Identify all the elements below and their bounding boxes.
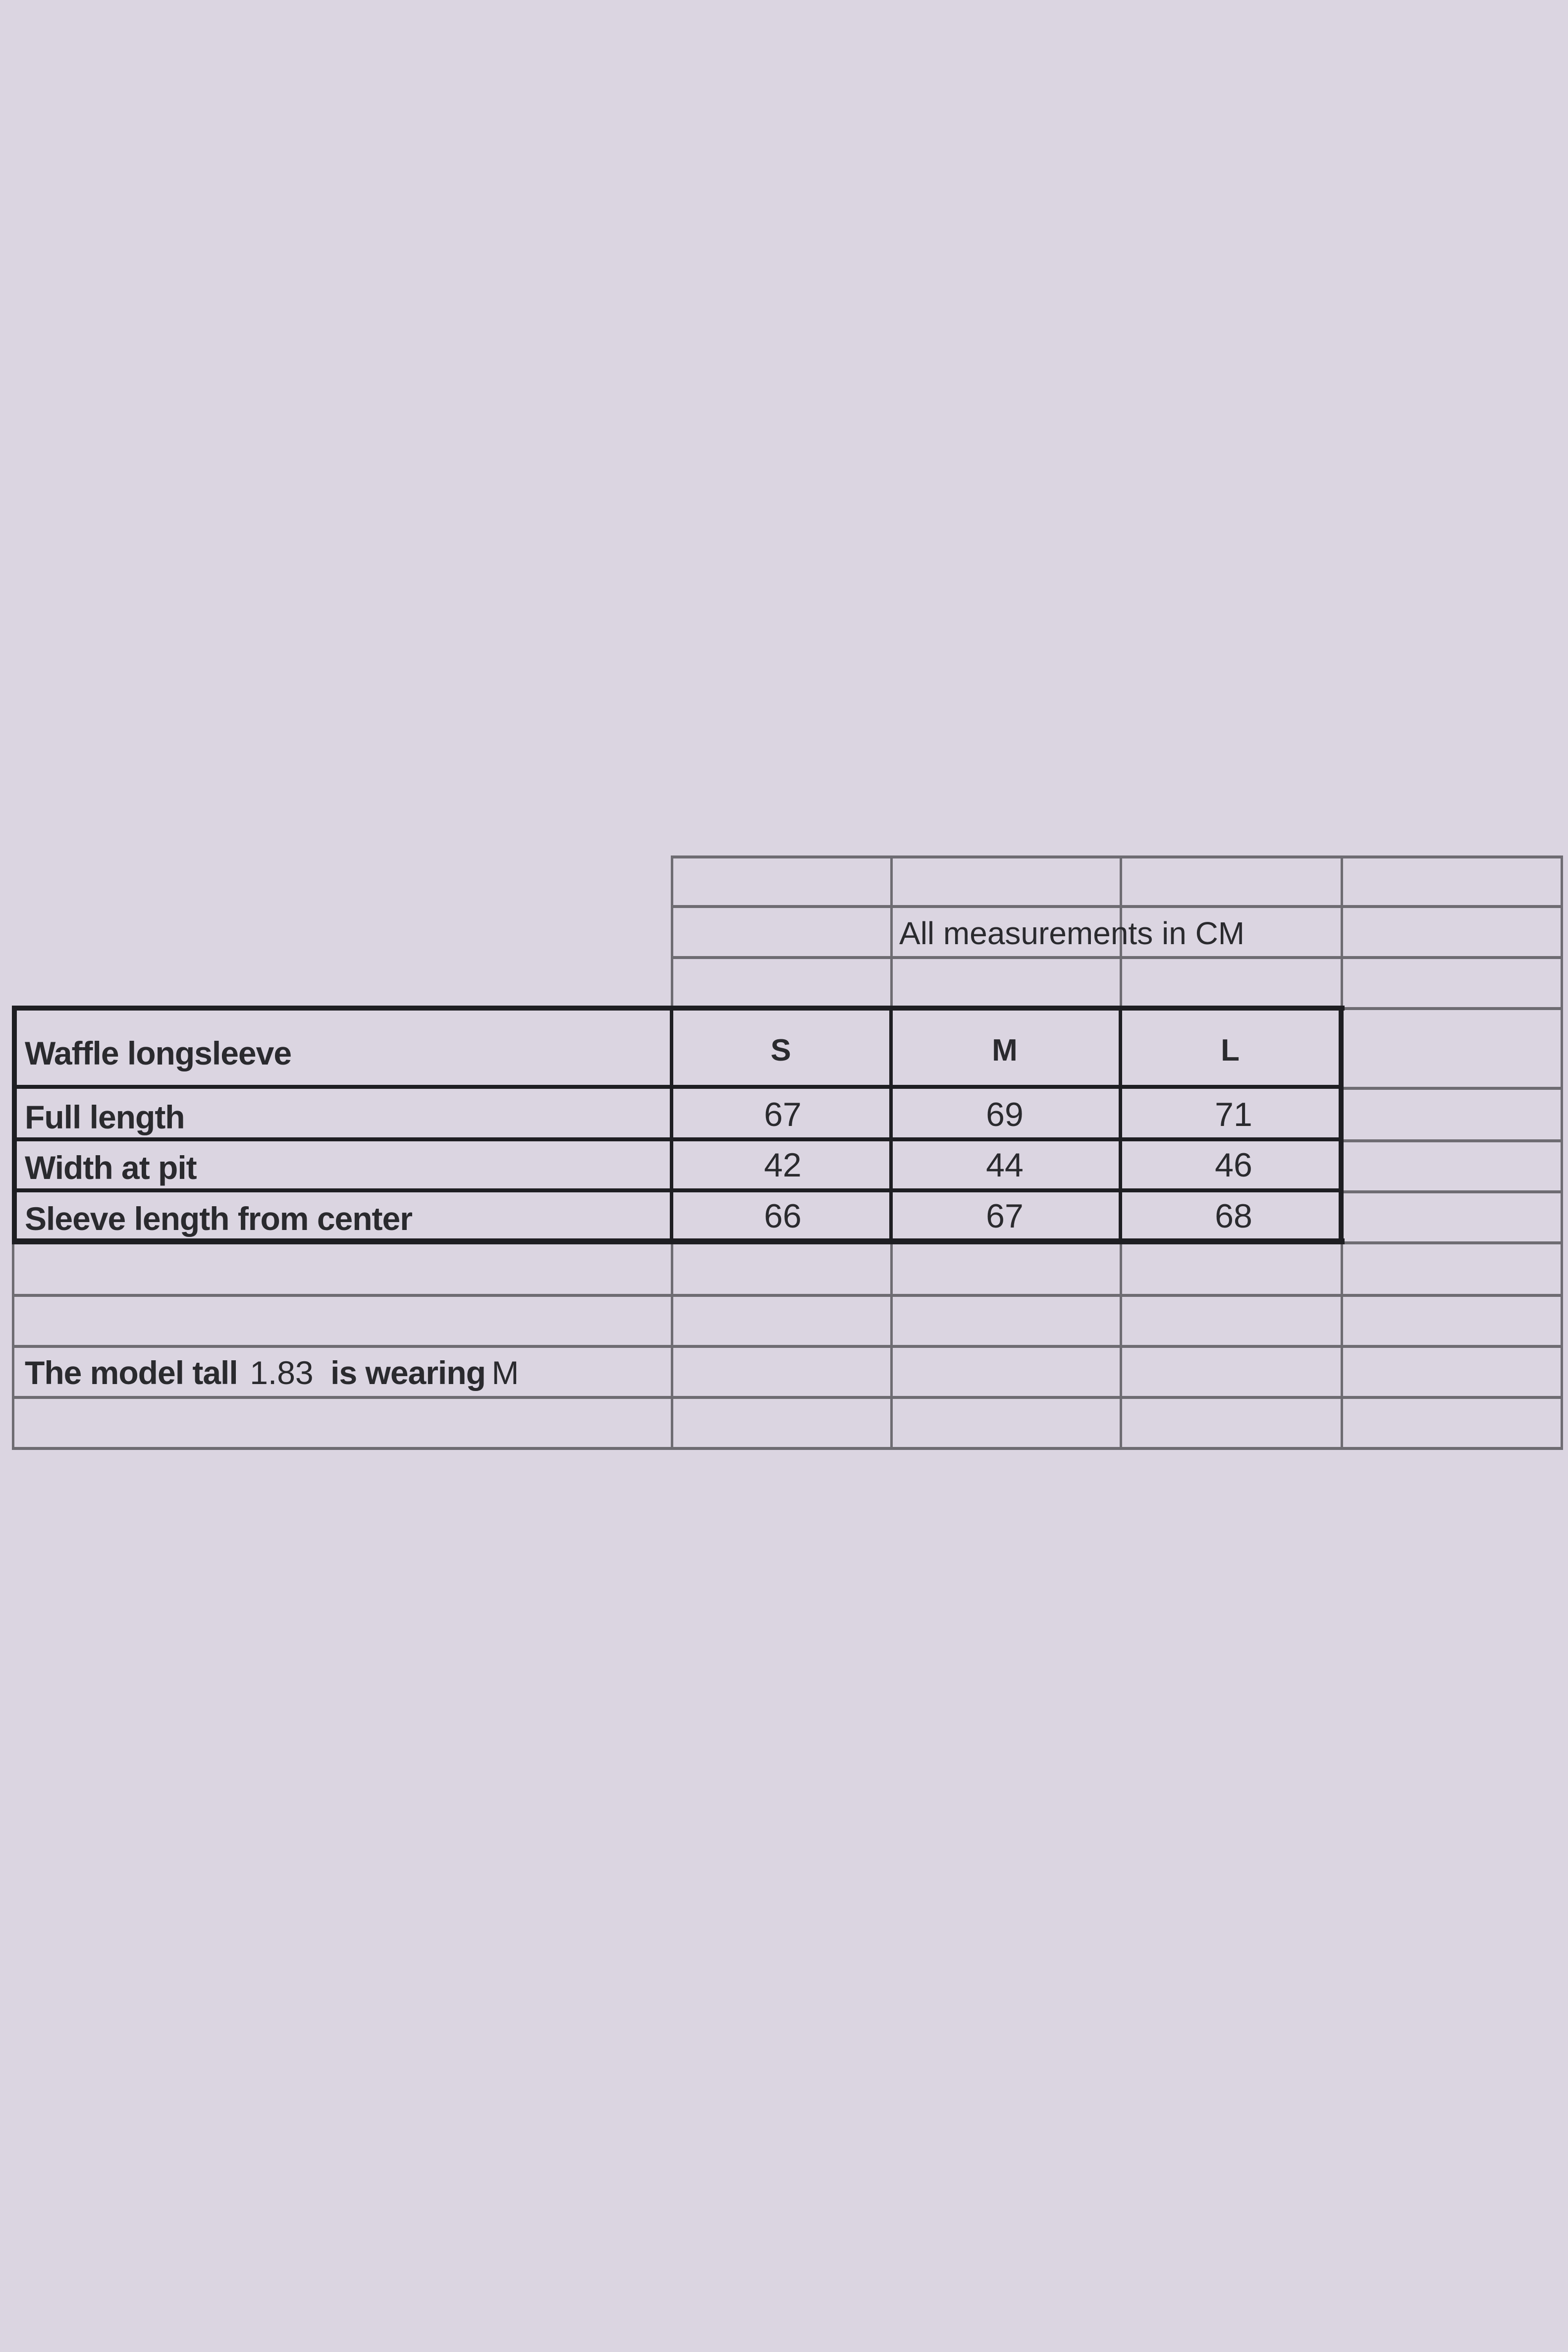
grid-line bbox=[671, 1241, 673, 1450]
grid-line bbox=[890, 1241, 893, 1450]
table-border bbox=[12, 1137, 1344, 1141]
grid-line bbox=[1341, 1139, 1563, 1142]
value-m: 69 bbox=[986, 1096, 1024, 1133]
grid-line bbox=[1341, 855, 1343, 1007]
grid-line bbox=[12, 1241, 14, 1450]
grid-line bbox=[12, 1345, 1563, 1348]
value-l: 68 bbox=[1215, 1197, 1252, 1235]
grid-line bbox=[671, 855, 673, 1007]
table-border bbox=[12, 1006, 1345, 1011]
row-label: Sleeve length from center bbox=[25, 1200, 413, 1237]
value-l: 46 bbox=[1215, 1146, 1252, 1184]
grid-line bbox=[671, 956, 1563, 959]
size-header-m: M bbox=[992, 1033, 1018, 1068]
grid-line bbox=[1341, 1087, 1563, 1090]
grid-line bbox=[12, 1396, 1563, 1399]
table-border bbox=[1339, 1006, 1344, 1244]
table-border bbox=[889, 1011, 893, 1239]
grid-line bbox=[1341, 1241, 1343, 1450]
grid-line bbox=[1341, 1190, 1563, 1193]
value-s: 67 bbox=[764, 1096, 802, 1133]
model-note-prefix: The model tall bbox=[25, 1354, 238, 1391]
grid-line bbox=[1561, 855, 1563, 1450]
model-note-middle: is wearing bbox=[330, 1354, 486, 1391]
table-border bbox=[12, 1188, 1344, 1192]
value-l: 71 bbox=[1215, 1096, 1252, 1133]
grid-line bbox=[1120, 855, 1122, 1007]
table-border bbox=[670, 1011, 673, 1239]
row-label: Width at pit bbox=[25, 1149, 197, 1186]
value-s: 66 bbox=[764, 1197, 802, 1235]
grid-line bbox=[890, 855, 893, 1007]
model-height: 1.83 bbox=[250, 1354, 314, 1391]
grid-line bbox=[1341, 1007, 1563, 1010]
value-s: 42 bbox=[764, 1146, 802, 1184]
value-m: 67 bbox=[986, 1197, 1024, 1235]
units-note: All measurements in CM bbox=[899, 915, 1245, 951]
grid-line bbox=[12, 1294, 1563, 1297]
product-name: Waffle longsleeve bbox=[25, 1035, 292, 1071]
grid-line bbox=[12, 1447, 1563, 1450]
row-label: Full length bbox=[25, 1099, 185, 1135]
table-border bbox=[12, 1006, 17, 1244]
grid-line bbox=[1120, 1241, 1122, 1450]
model-note: The model tall 1.83 is wearing M bbox=[25, 1356, 519, 1389]
table-border bbox=[12, 1238, 1345, 1244]
table-border bbox=[12, 1085, 1344, 1089]
model-size: M bbox=[491, 1354, 519, 1391]
size-header-l: L bbox=[1221, 1033, 1240, 1068]
table-border bbox=[1119, 1011, 1122, 1239]
grid-line bbox=[671, 905, 1563, 908]
value-m: 44 bbox=[986, 1146, 1024, 1184]
grid-line bbox=[671, 855, 1563, 858]
grid-line bbox=[1341, 1241, 1563, 1244]
size-header-s: S bbox=[770, 1033, 791, 1068]
